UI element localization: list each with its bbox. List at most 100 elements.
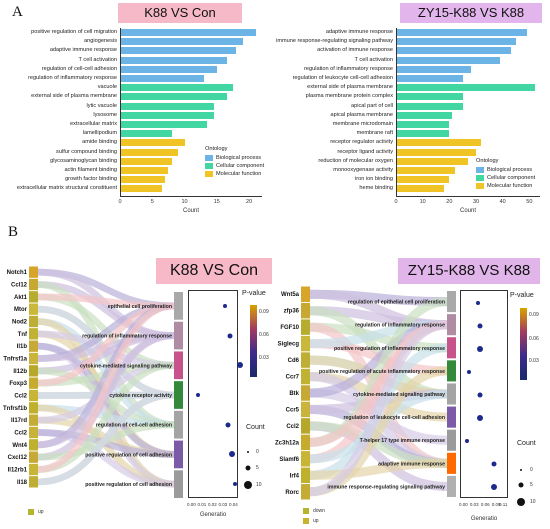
gene-label: Btk <box>289 391 299 397</box>
bar-label: angiogenesis <box>84 38 117 45</box>
legend-label-cc: Cellular component <box>487 175 536 181</box>
bar-label: regulation of inflammatory response <box>304 65 393 72</box>
gene-node <box>301 467 310 484</box>
bar-row: T cell activation <box>355 56 540 65</box>
term-label: adaptive immune response <box>378 461 445 467</box>
term-node <box>174 321 183 350</box>
sankey-flow <box>309 458 448 480</box>
legend-label-bp: Biological process <box>216 155 262 161</box>
gene-label: Notch1 <box>7 270 28 276</box>
dot-point <box>237 362 244 369</box>
bar-row: extracellular matrix structural constitu… <box>17 184 262 193</box>
bar-label: activation of immune response <box>317 47 393 54</box>
bar-label: reduction of molecular oxygen <box>318 157 393 164</box>
term-label: immune response-regulating signaling pat… <box>327 484 445 490</box>
bar <box>396 185 444 193</box>
gene-node <box>301 434 310 451</box>
panel-a-left-title: K88 VS Con <box>118 3 242 23</box>
bar-label: adaptive immune response <box>325 29 393 35</box>
term-node <box>174 381 183 409</box>
bar-row: plasma membrane protein complex <box>306 92 540 101</box>
panel-b-left-xlabel: Generatio <box>199 512 227 518</box>
legend-title: Ontology <box>476 158 499 164</box>
panel-b-left-count-title: Count <box>246 424 265 431</box>
bar-label: amide binding <box>82 139 117 146</box>
gene-label: Wnt4 <box>12 443 27 449</box>
gene-label: Il18 <box>17 480 28 486</box>
bar <box>120 29 256 36</box>
bar-row: immune response-regulating signaling pat… <box>276 37 540 46</box>
bar-row: activation of immune response <box>317 46 540 55</box>
dot-x-tick: 0.00 <box>187 502 196 507</box>
gene-node <box>301 418 310 434</box>
pvalue-tick-2: 0.06 <box>259 332 269 338</box>
count-legend-dot-5 <box>518 482 524 488</box>
bar-row: external side of plasma membrane <box>31 92 262 101</box>
gene-node <box>29 303 38 315</box>
bar <box>120 65 217 73</box>
legend-label-mf: Molecular function <box>216 171 262 177</box>
y-axis-line <box>120 28 121 196</box>
gene-label: Tnf <box>18 332 28 338</box>
dot-point <box>464 439 469 444</box>
x-axis-title: Count <box>459 207 477 214</box>
bar <box>396 56 500 64</box>
bar-row: membrane microdomain <box>333 120 540 129</box>
gene-label: Ccr5 <box>286 407 300 413</box>
gene-node <box>301 302 310 319</box>
gene-label: Wnt5a <box>281 292 300 298</box>
panel-a-left-bar-chart: positive regulation of cell migration ang… <box>17 28 264 214</box>
bar-row: actin filament binding <box>64 166 262 175</box>
bar-row: lysosome <box>93 111 262 120</box>
bar-row: receptor ligand activity <box>337 148 540 157</box>
count-legend-dot-10 <box>244 481 252 489</box>
pvalue-tick-3: 0.03 <box>529 358 539 364</box>
term-label: epithelial cell proliferation <box>108 304 172 310</box>
bar <box>396 139 482 147</box>
bar <box>120 139 185 147</box>
bar <box>396 111 452 119</box>
dot-x-tick: 0.01 <box>197 502 207 507</box>
gene-node <box>29 315 38 328</box>
legend-label-cc: Cellular component <box>216 163 265 169</box>
term-label: cytokine-mediated signaling pathway <box>80 363 172 369</box>
gene-label: Irf4 <box>290 473 300 479</box>
bar-row: apical plasma membrane <box>331 111 540 120</box>
panel-b-letter: B <box>8 224 19 240</box>
panel-b-right-up-swatch <box>303 518 309 524</box>
x-tick-label: 50 <box>526 198 533 205</box>
panel-a-right-legend: Ontology Biological process Cellular com… <box>476 158 535 190</box>
bar-label: vacuole <box>97 84 117 91</box>
bar <box>396 102 463 110</box>
bar-label: positive regulation of cell migration <box>31 29 117 35</box>
count-legend-dot-5 <box>245 465 251 471</box>
term-node <box>447 406 456 428</box>
bar <box>120 185 162 193</box>
legend-item-mf: Molecular function <box>476 182 535 190</box>
bar-label: regulation of cell-cell adhesion <box>41 65 117 72</box>
panel-b-right-title: ZY15-K88 VS K88 <box>398 258 540 284</box>
gene-label: Ccl12 <box>11 283 28 289</box>
x-tick-label: 10 <box>181 198 188 205</box>
bar-label: external side of plasma membrane <box>307 84 393 91</box>
gene-label: Il12b <box>13 369 27 375</box>
legend-item-bp: Biological process <box>476 166 535 174</box>
gene-label: Rorc <box>285 490 299 496</box>
x-axis-line <box>396 195 540 197</box>
term-label: positive regulation of cell adhesion <box>85 452 172 458</box>
pvalue-tick-1: 0.09 <box>259 309 269 315</box>
gene-node <box>29 414 38 426</box>
bar <box>396 65 471 73</box>
gene-label: Foxp3 <box>9 381 27 387</box>
bar-label: heme binding <box>359 185 393 192</box>
gene-node <box>29 340 38 352</box>
term-node <box>174 292 183 320</box>
count-legend-label-5: 5 <box>256 465 259 471</box>
x-tick-label: 0 <box>118 198 122 205</box>
gene-node <box>29 402 38 414</box>
panel-b-left-sankey: Notch1 Ccl12 Akt1 Mtor Nod2 Tnf Il1b Tnfrsf1a Il… <box>3 266 183 498</box>
term-label: positive regulation of acute inflammator… <box>319 369 445 375</box>
gene-label: Tnfrsf1b <box>3 406 27 412</box>
legend-label-bp: Biological process <box>487 167 533 173</box>
gene-label: Il17rd <box>11 418 27 424</box>
